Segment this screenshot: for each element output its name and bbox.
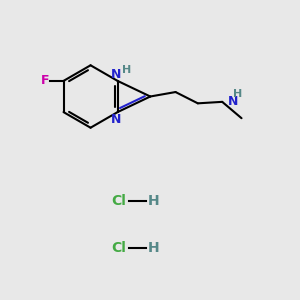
Text: Cl: Cl xyxy=(111,241,126,255)
Text: H: H xyxy=(148,194,159,208)
Text: H: H xyxy=(122,65,131,76)
Text: Cl: Cl xyxy=(111,194,126,208)
Text: F: F xyxy=(40,74,49,87)
Text: N: N xyxy=(111,68,121,82)
Text: N: N xyxy=(111,113,121,126)
Text: N: N xyxy=(228,95,238,108)
Text: H: H xyxy=(148,241,159,255)
Text: H: H xyxy=(233,88,242,98)
